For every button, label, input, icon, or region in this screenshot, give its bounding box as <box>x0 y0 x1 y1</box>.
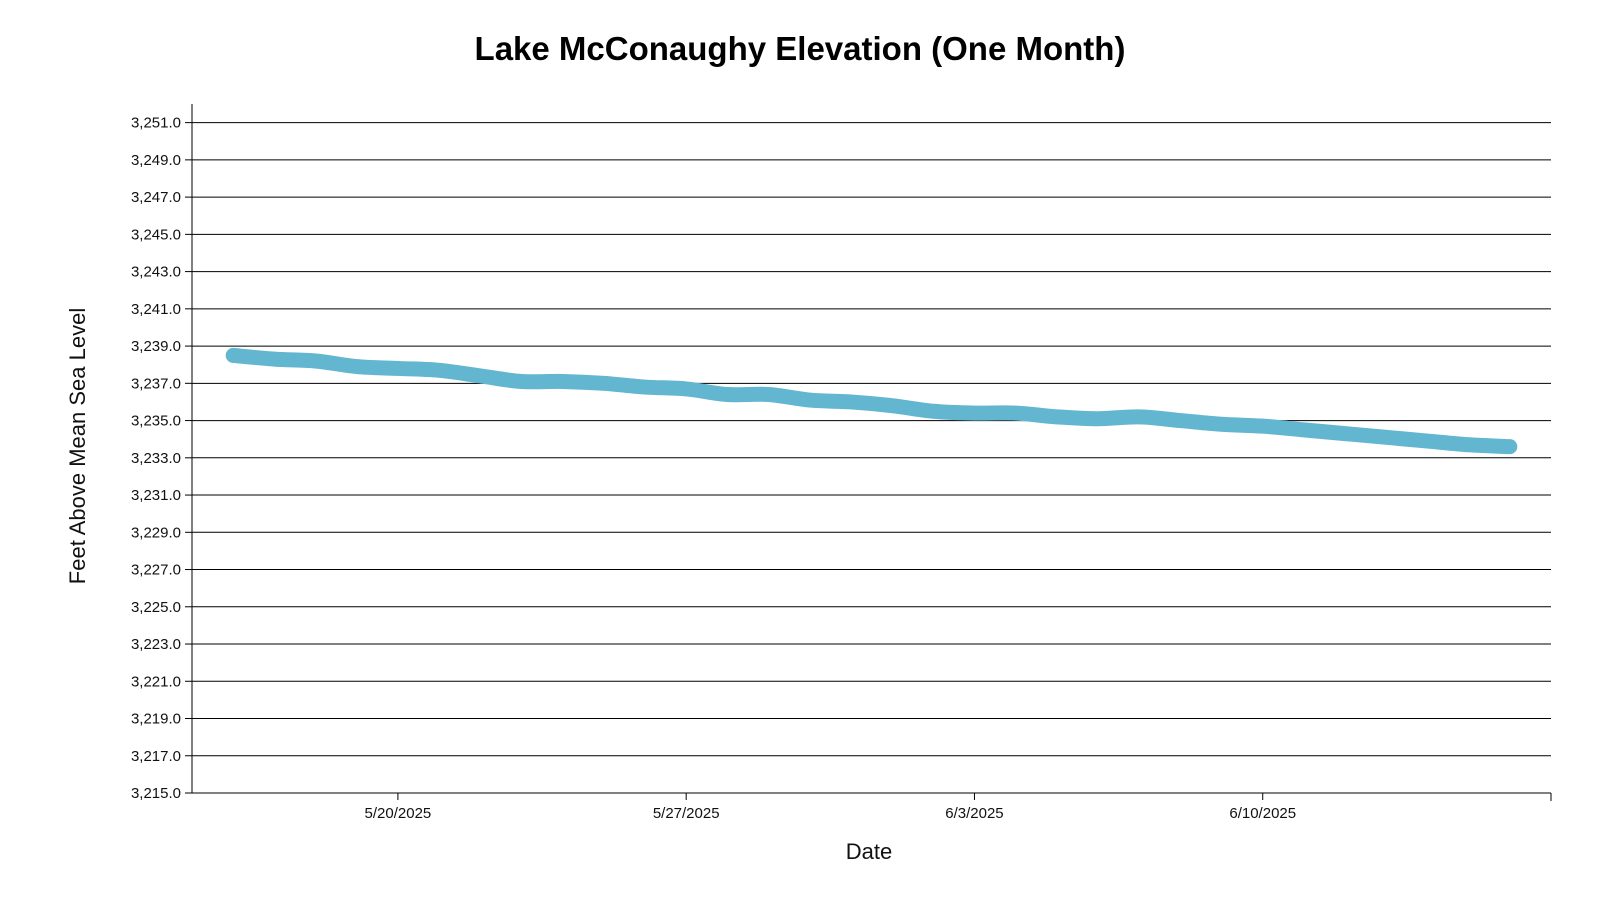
x-tick-label: 6/10/2025 <box>1229 805 1296 822</box>
y-tick-label: 3,235.0 <box>131 413 181 430</box>
y-tick-label: 3,241.0 <box>131 301 181 318</box>
x-tick-label: 6/3/2025 <box>945 805 1003 822</box>
y-tick-label: 3,251.0 <box>131 115 181 132</box>
y-tick-label: 3,237.0 <box>131 375 181 392</box>
x-axis-ticks: 5/20/2025 5/27/2025 6/3/2025 6/10/2025 <box>365 793 1296 822</box>
data-point[interactable] <box>1462 438 1476 452</box>
series-layer <box>225 347 1518 455</box>
data-point[interactable] <box>1215 417 1229 431</box>
data-point[interactable] <box>926 404 940 418</box>
x-tick-label: 5/27/2025 <box>653 805 720 822</box>
data-point[interactable] <box>1091 412 1105 426</box>
y-tick-label: 3,243.0 <box>131 264 181 281</box>
data-point[interactable] <box>514 374 528 388</box>
y-tick-label: 3,229.0 <box>131 524 181 541</box>
data-point[interactable] <box>1132 410 1146 424</box>
data-point[interactable] <box>1420 434 1434 448</box>
data-point[interactable] <box>885 399 899 413</box>
data-point[interactable] <box>1009 406 1023 420</box>
axes <box>191 104 1552 801</box>
y-tick-label: 3,219.0 <box>131 711 181 728</box>
data-point[interactable] <box>720 388 734 402</box>
data-point[interactable] <box>1503 440 1517 454</box>
y-tick-label: 3,249.0 <box>131 152 181 169</box>
x-axis-label: Date <box>846 839 892 864</box>
y-tick-label: 3,239.0 <box>131 338 181 355</box>
y-tick-label: 3,245.0 <box>131 226 181 243</box>
data-point[interactable] <box>638 380 652 394</box>
data-point[interactable] <box>226 348 240 362</box>
y-tick-label: 3,223.0 <box>131 636 181 653</box>
data-point[interactable] <box>762 388 776 402</box>
data-point[interactable] <box>391 361 405 375</box>
data-point[interactable] <box>1297 423 1311 437</box>
y-tick-label: 3,247.0 <box>131 189 181 206</box>
y-tick-label: 3,217.0 <box>131 748 181 765</box>
data-point[interactable] <box>350 360 364 374</box>
data-point[interactable] <box>432 363 446 377</box>
data-point[interactable] <box>1256 419 1270 433</box>
data-point[interactable] <box>679 382 693 396</box>
y-tick-label: 3,215.0 <box>131 785 181 802</box>
data-point[interactable] <box>1379 430 1393 444</box>
data-point[interactable] <box>803 393 817 407</box>
y-tick-label: 3,221.0 <box>131 673 181 690</box>
gridlines <box>192 122 1551 757</box>
y-tick-label: 3,233.0 <box>131 450 181 467</box>
data-point[interactable] <box>473 369 487 383</box>
series-line <box>225 347 1518 455</box>
y-axis-label: Feet Above Mean Sea Level <box>65 308 90 584</box>
data-point[interactable] <box>556 374 570 388</box>
y-tick-label: 3,227.0 <box>131 562 181 579</box>
data-point[interactable] <box>967 406 981 420</box>
data-point[interactable] <box>309 354 323 368</box>
y-axis-ticks: 3,215.0 3,217.0 3,219.0 3,221.0 3,223.0 3,225… <box>131 115 192 802</box>
y-tick-label: 3,225.0 <box>131 599 181 616</box>
x-tick-label: 5/20/2025 <box>365 805 432 822</box>
chart-title: Lake McConaughy Elevation (One Month) <box>475 30 1126 67</box>
data-point[interactable] <box>267 352 281 366</box>
data-point[interactable] <box>1050 410 1064 424</box>
data-point[interactable] <box>1173 414 1187 428</box>
y-tick-label: 3,231.0 <box>131 487 181 504</box>
data-point[interactable] <box>597 376 611 390</box>
data-point[interactable] <box>1338 427 1352 441</box>
data-point[interactable] <box>844 395 858 409</box>
